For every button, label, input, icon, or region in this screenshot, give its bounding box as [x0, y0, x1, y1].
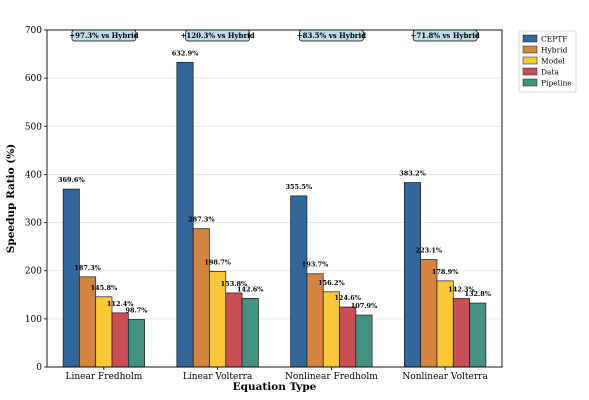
bar-data — [339, 306, 357, 368]
bar-ceptf — [404, 182, 422, 368]
x-tick-label: Nonlinear Volterra — [402, 372, 488, 382]
legend-entry: Model — [541, 57, 565, 66]
legend-entry: Data — [541, 68, 559, 77]
data-label: 287.3% — [188, 216, 215, 224]
bar-data — [111, 312, 129, 368]
data-label: 98.7% — [125, 306, 148, 314]
x-axis-title: Equation Type — [233, 381, 317, 393]
data-label: 193.7% — [302, 261, 329, 269]
legend: CEPTF Hybrid Model Data Pipeline — [518, 30, 577, 93]
data-label: 178.9% — [432, 268, 459, 276]
legend-swatch — [522, 34, 538, 43]
data-labels: 369.6% 632.9% 355.5% 383.2% 187.3% 287.3% 193.… — [58, 49, 492, 314]
data-label: 153.8% — [221, 280, 248, 288]
data-label: 132.8% — [464, 290, 491, 298]
y-ticks: 0 100 200 300 400 500 600 700 — [25, 26, 47, 373]
annotation-text: +97.3% vs Hybrid — [69, 31, 138, 40]
data-label: 223.1% — [416, 247, 443, 255]
annotation-box — [71, 29, 137, 42]
annotation-text: +120.3% vs Hybrid — [181, 31, 255, 40]
bar-data — [452, 298, 470, 368]
data-label: 156.2% — [318, 279, 345, 287]
data-label: 383.2% — [399, 170, 426, 178]
data-label: 369.6% — [58, 176, 85, 184]
legend-swatch — [522, 45, 538, 54]
legend-entry: Hybrid — [541, 46, 568, 55]
annotation-box — [299, 29, 364, 42]
data-label: 198.7% — [204, 258, 231, 266]
y-tick-label: 700 — [25, 26, 42, 36]
bar-hybrid — [192, 228, 210, 368]
bar-ceptf — [176, 61, 194, 368]
y-tick-label: 400 — [25, 170, 42, 180]
annotation-text: +71.8% vs Hybrid — [410, 31, 479, 40]
y-tick-label: 300 — [25, 219, 42, 229]
y-tick-label: 500 — [25, 122, 42, 132]
x-tick-label: Nonlinear Fredholm — [285, 372, 378, 382]
bar-pipeline — [469, 302, 487, 368]
legend-swatch — [522, 56, 538, 65]
data-label: 355.5% — [286, 183, 313, 191]
data-label: 187.3% — [74, 264, 101, 272]
annotation-box — [185, 29, 250, 42]
data-label: 112.4% — [107, 300, 134, 308]
legend-swatch — [522, 67, 538, 76]
legend-entry: CEPTF — [541, 35, 567, 44]
bar-ceptf — [290, 195, 308, 368]
y-tick-label: 0 — [36, 363, 42, 373]
bar-hybrid — [306, 273, 324, 368]
data-label: 632.9% — [172, 49, 199, 57]
annotation-box — [412, 29, 478, 42]
legend-entry: Pipeline — [541, 79, 572, 88]
y-axis-title: Speedup Ratio (%) — [5, 144, 17, 253]
bars — [62, 61, 487, 368]
bar-pipeline — [127, 319, 145, 368]
annotations: +97.3% vs Hybrid +120.3% vs Hybrid +83.5% … — [69, 29, 480, 42]
data-label: 145.8% — [91, 284, 118, 292]
x-tick-label: Linear Fredholm — [65, 372, 142, 382]
y-tick-label: 200 — [25, 267, 42, 277]
bar-model — [322, 291, 340, 368]
y-tick-label: 100 — [25, 315, 42, 325]
bar-pipeline — [355, 314, 373, 368]
data-label: 142.3% — [448, 285, 475, 293]
legend-swatch — [522, 78, 538, 87]
data-label: 124.6% — [334, 294, 361, 302]
x-tick-label: Linear Volterra — [183, 372, 253, 382]
annotation-text: +83.5% vs Hybrid — [297, 31, 366, 40]
bar-data — [225, 292, 243, 368]
data-label: 107.9% — [351, 302, 378, 310]
bar-pipeline — [241, 297, 259, 368]
bar-model — [436, 280, 454, 368]
plot-border — [46, 29, 503, 368]
x-ticks: Linear Fredholm Linear Volterra Nonlinear … — [65, 367, 488, 382]
bar-ceptf — [62, 188, 80, 368]
data-label: 142.6% — [237, 285, 264, 293]
plot-frame — [46, 29, 503, 368]
y-tick-label: 600 — [25, 74, 42, 84]
